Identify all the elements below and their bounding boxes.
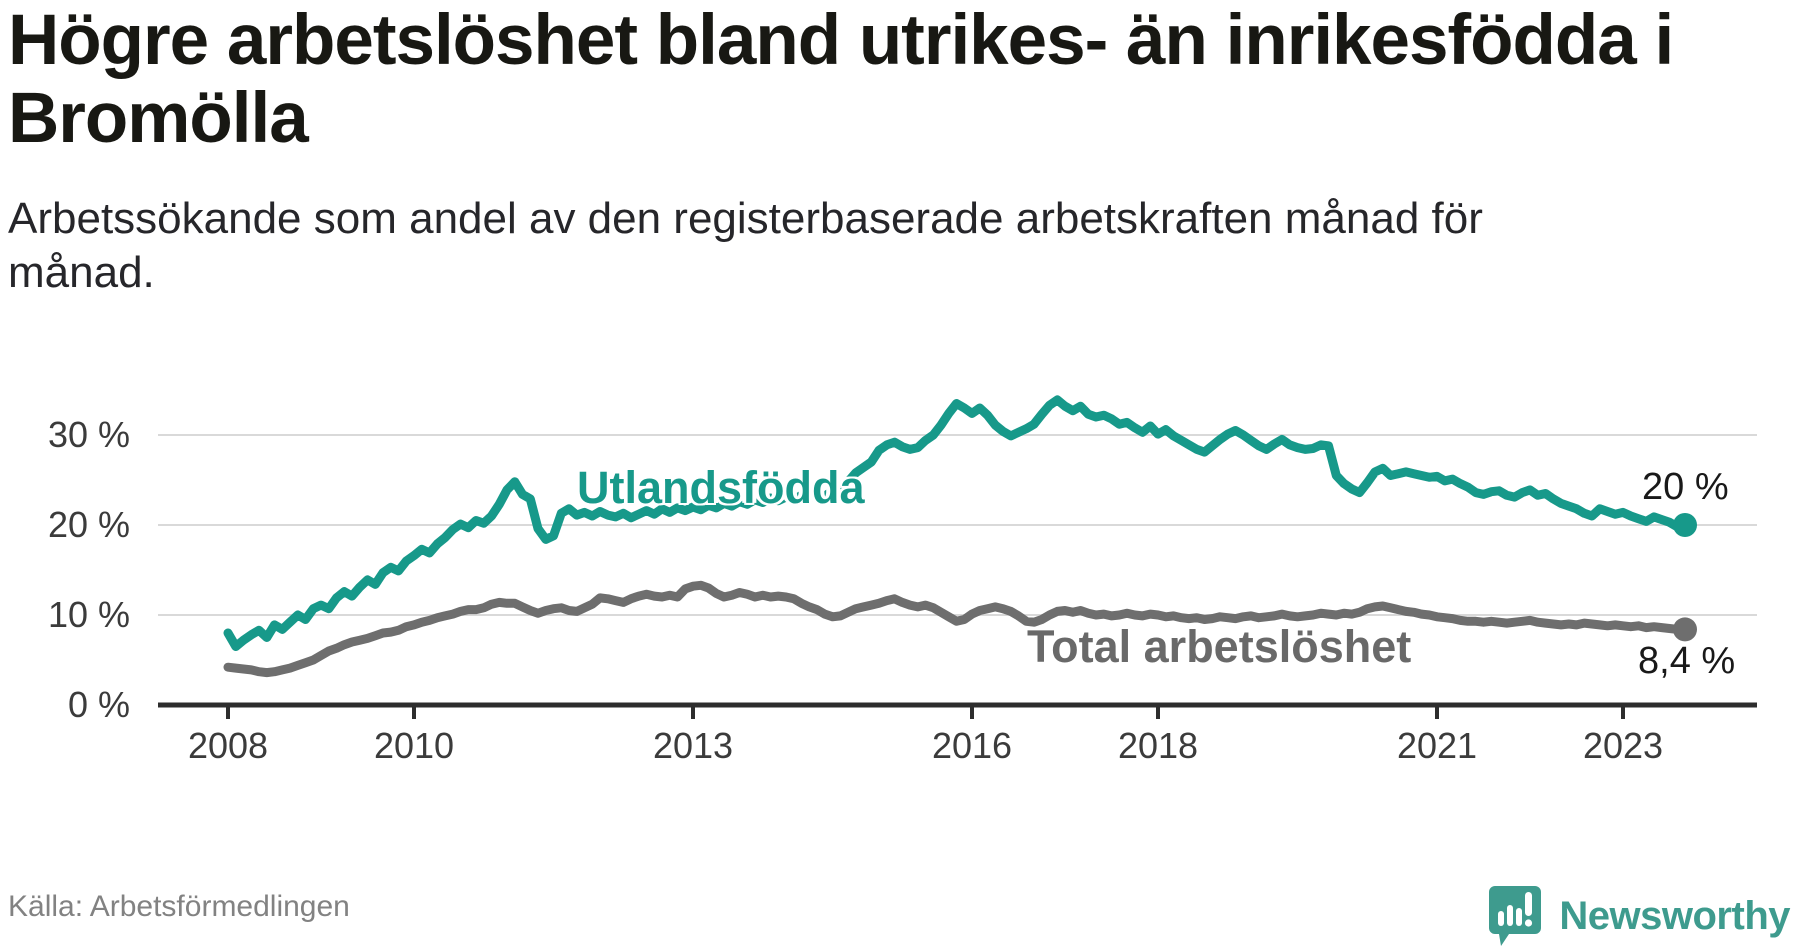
title-line-2: Bromölla (8, 79, 309, 158)
y-tick-label: 0 % (67, 684, 130, 725)
brand-wordmark: Newsworthy (1559, 893, 1790, 938)
x-tick-label: 2013 (652, 725, 734, 766)
chart-subtitle: Arbetssökande som andel av den registerb… (8, 192, 1483, 300)
x-tick-label: 2021 (1396, 725, 1478, 766)
x-tick-label: 2023 (1582, 725, 1664, 766)
source-caption: Källa: Arbetsförmedlingen (8, 890, 350, 923)
x-tick-label: 2010 (373, 725, 455, 766)
subtitle-line-1: Arbetssökande som andel av den registerb… (8, 194, 1483, 243)
y-tick-label: 10 % (47, 594, 130, 635)
series-end-dot-0 (1673, 513, 1697, 537)
subtitle-line-2: månad. (8, 248, 155, 297)
series-label-utlandsfodda: Utlandsfödda (577, 462, 865, 513)
series-end-dot-1 (1673, 617, 1697, 642)
data-series-lines (223, 395, 1697, 678)
series-line-0 (223, 395, 1690, 651)
x-tick-label: 2018 (1117, 725, 1199, 766)
series-label-total-arbetsloshet: Total arbetslöshet (1027, 621, 1412, 672)
gridlines (158, 434, 1757, 616)
end-value-label-total: 8,4 % (1638, 640, 1736, 682)
y-tick-label: 30 % (47, 414, 130, 455)
series-line-1 (223, 580, 1690, 678)
page-title: Högre arbetslöshet bland utrikes- än inr… (8, 1, 1674, 158)
y-tick-label: 20 % (47, 504, 130, 545)
x-axis (158, 702, 1757, 719)
bar-chart-speech-bubble-icon (1489, 886, 1542, 946)
x-tick-label: 2008 (187, 725, 269, 766)
end-value-label-utlandsfodda: 20 % (1642, 466, 1729, 508)
title-line-1: Högre arbetslöshet bland utrikes- än inr… (8, 1, 1674, 80)
x-tick-label: 2016 (931, 725, 1013, 766)
newsworthy-logo: Newsworthy (1487, 884, 1790, 948)
